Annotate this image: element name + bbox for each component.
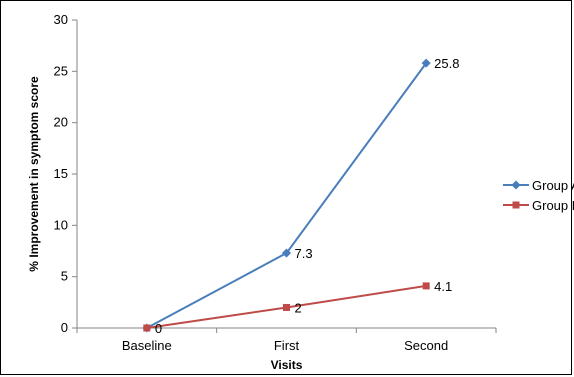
data-label: 0 [155,321,162,336]
data-labels: 7.3 25.8 0 2 4.1 [155,56,460,336]
series-point [283,303,290,311]
y-tick-label: 15 [54,166,68,181]
legend-entry: Group A [532,178,574,193]
data-label: 2 [295,300,302,315]
y-tick-label: 20 [54,115,68,130]
series-line [146,62,427,329]
series-layer [142,58,431,333]
y-tick-label: 5 [61,269,68,284]
series-point [422,282,430,290]
data-label: 25.8 [434,56,459,71]
y-tick-label: 25 [54,63,68,78]
y-axis-title: % Improvement in symptom score [27,76,41,272]
legend: Group A Group B [503,178,574,213]
x-tick-label: Baseline [122,338,172,353]
y-axis-ticks: 0 5 10 15 20 25 30 [54,12,77,335]
y-tick-label: 30 [54,12,68,27]
y-tick-label: 0 [61,320,68,335]
x-tick-label: Second [404,338,448,353]
series-point [421,58,431,68]
series-point [143,324,151,332]
data-label: 7.3 [295,246,313,261]
legend-marker [512,201,520,209]
legend-entry: Group B [532,198,574,213]
y-tick-label: 10 [54,217,68,232]
data-label: 4.1 [434,279,452,294]
series-point [281,248,292,258]
x-axis-title: Visits [271,358,303,372]
x-tick-label: First [274,338,300,353]
x-axis-ticks: Baseline First Second [76,328,497,353]
legend-marker [511,180,521,190]
